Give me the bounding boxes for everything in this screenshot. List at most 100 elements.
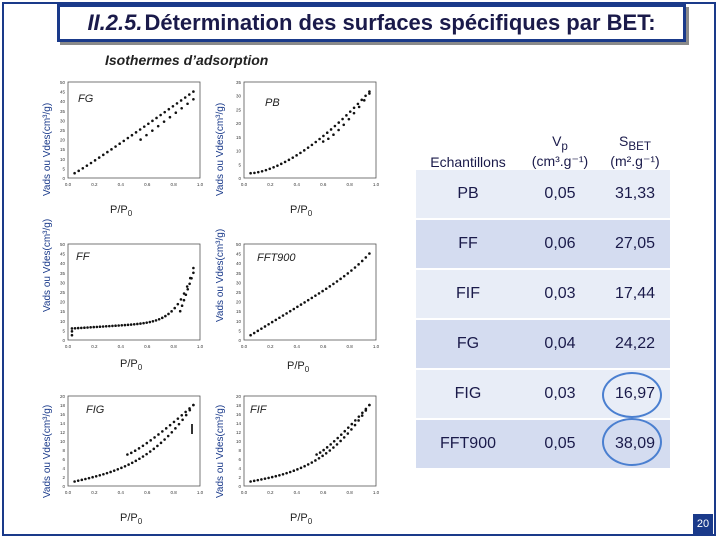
data-point: [110, 148, 113, 151]
data-point: [164, 427, 168, 430]
data-point: [184, 413, 188, 417]
title-text: Détermination des surfaces spécifiques p…: [144, 10, 656, 35]
data-point: [325, 131, 329, 135]
y-axis-label: Vads ou Vdes(cm³/g): [215, 228, 226, 322]
data-point: [151, 319, 155, 323]
data-point: [177, 422, 181, 426]
data-point: [130, 461, 134, 465]
data-point: [151, 119, 154, 123]
y-tick-label: 15: [236, 309, 242, 314]
data-point: [260, 478, 263, 481]
data-point: [256, 478, 260, 482]
y-tick-label: 30: [60, 280, 66, 285]
y-tick-label: 16: [236, 412, 242, 417]
data-point: [283, 160, 287, 164]
data-point: [360, 414, 364, 417]
data-point: [270, 320, 274, 324]
y-tick-label: 40: [236, 261, 242, 266]
y-tick-label: 5: [62, 328, 65, 333]
data-point: [339, 439, 342, 443]
y-tick-label: 20: [236, 300, 242, 305]
y-tick-label: 10: [236, 439, 242, 444]
data-point: [350, 422, 354, 426]
y-tick-label: 25: [60, 290, 66, 295]
data-point: [172, 420, 176, 424]
data-point: [171, 105, 175, 108]
data-point: [122, 139, 126, 143]
x-tick-label: 0.2: [91, 182, 98, 187]
x-tick-label: 0.8: [346, 490, 353, 495]
panel-tag: FFT900: [257, 252, 296, 264]
y-tick-label: 20: [60, 394, 66, 399]
x-tick-label: 0.6: [320, 344, 327, 349]
y-tick-label: 18: [60, 403, 66, 408]
x-axis-label-main: P/P: [120, 512, 138, 524]
y-tick-label: 0: [238, 338, 241, 343]
y-axis-label: Vads ou Vdes(cm³/g): [42, 218, 53, 312]
x-axis-label: P/P0: [120, 512, 142, 526]
data-point: [343, 429, 347, 433]
x-axis-label: P/P0: [110, 204, 132, 218]
x-axis-label-main: P/P: [290, 204, 308, 216]
y-tick-label: 0: [62, 338, 65, 343]
x-tick-label: 0.6: [320, 490, 327, 495]
x-axis-label-main: P/P: [290, 512, 308, 524]
x-tick-label: 1.0: [197, 182, 204, 187]
data-point: [324, 451, 328, 455]
x-tick-label: 0.0: [241, 344, 248, 349]
data-point: [101, 325, 105, 328]
data-point: [253, 171, 256, 175]
x-tick-label: 0.6: [320, 182, 327, 187]
x-axis-label-main: P/P: [287, 360, 305, 372]
data-point: [137, 447, 141, 450]
plot-frame: [67, 243, 201, 341]
y-tick-label: 30: [236, 280, 242, 285]
data-point: [163, 438, 166, 441]
data-point: [98, 325, 102, 329]
data-point: [272, 166, 275, 169]
x-tick-label: 0.4: [118, 182, 125, 187]
data-point: [299, 466, 303, 470]
panel-tag: FIG: [86, 404, 105, 416]
y-tick-label: 40: [60, 99, 66, 104]
data-point: [153, 436, 156, 439]
data-point: [354, 419, 357, 422]
data-point: [306, 146, 310, 149]
plot-svg: 0 2 4 6 8 10 12 14 16 18 20 0.0 0.2 0.4 0.6 0.8 1.0: [236, 394, 380, 495]
data-point: [276, 164, 279, 167]
table-row: FF 0,06 27,05: [416, 219, 670, 270]
x-tick-label: 0.4: [294, 182, 301, 187]
data-point: [120, 323, 124, 327]
data-point: [274, 318, 278, 322]
data-point: [192, 266, 195, 270]
plot-svg: 0 5 10 15 20 25 30 35 40 45 50 0.0 0.2 0.4 0.6 0.8 1.0: [60, 242, 204, 349]
cell-vp: 0,03: [520, 369, 600, 420]
data-point: [188, 407, 191, 410]
data-point: [102, 472, 105, 476]
data-point: [310, 461, 314, 464]
title-number: II.2.5.: [87, 10, 143, 35]
data-point: [159, 441, 163, 445]
data-point: [278, 316, 281, 320]
data-point: [252, 479, 256, 483]
plot-frame: [243, 81, 377, 179]
data-point: [179, 99, 183, 102]
data-point: [357, 105, 361, 109]
data-point: [310, 296, 314, 300]
data-point: [267, 322, 270, 326]
cell-vp: 0,06: [520, 219, 600, 270]
data-point: [91, 475, 94, 479]
isotherm-plot-fft900: 0 5 10 15 20 25 30 35 40 45 50 0.0 0.2 0.4 0.6 0.8 1.0: [224, 240, 384, 352]
data-point: [332, 446, 335, 449]
y-tick-label: 12: [60, 430, 66, 435]
y-tick-label: 6: [62, 457, 65, 462]
table-row: FG 0,04 24,22: [416, 319, 670, 370]
data-point: [180, 106, 183, 110]
y-tick-label: 50: [60, 80, 66, 85]
data-point: [249, 171, 252, 175]
y-tick-label: 2: [62, 475, 65, 480]
data-point: [183, 96, 187, 99]
x-tick-label: 0.0: [241, 182, 248, 187]
data-point: [70, 327, 74, 330]
data-point: [324, 287, 328, 291]
